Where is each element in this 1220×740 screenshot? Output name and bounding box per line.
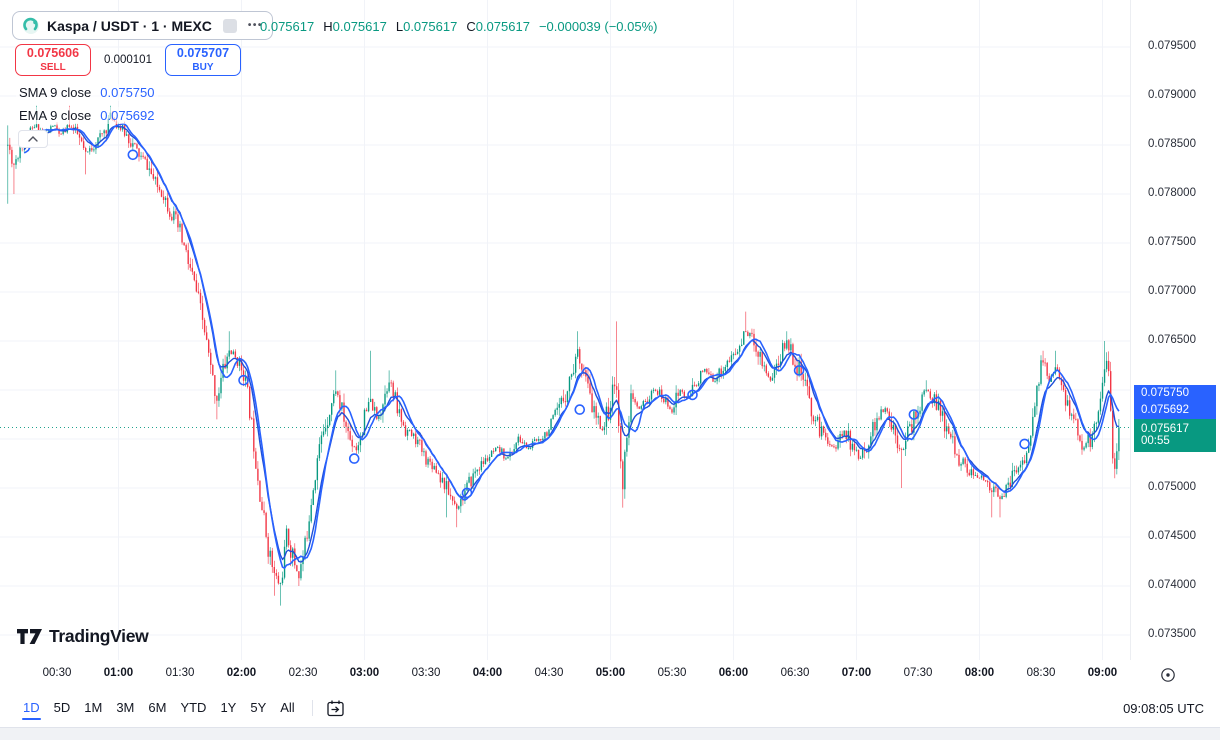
- time-axis-label: 08:00: [964, 667, 995, 679]
- sell-button[interactable]: 0.075606 SELL: [15, 44, 91, 76]
- sma-line: [23, 123, 1120, 570]
- chevron-up-icon: [28, 136, 38, 142]
- flag-icon[interactable]: [222, 18, 237, 33]
- ohlc-readout: 0.075617 H0.075617 L0.075617 C0.075617 −…: [260, 19, 658, 34]
- range-button-1m[interactable]: 1M: [84, 700, 103, 715]
- price-axis-label: 0.075000: [1148, 481, 1196, 493]
- time-axis-label: 04:00: [472, 667, 503, 679]
- time-axis-label: 02:00: [226, 667, 257, 679]
- spread-value: 0.000101: [104, 54, 152, 66]
- down-candle-bodies: [9, 112, 1116, 584]
- price-axis[interactable]: 0.079500 0.079000 0.078500 0.078000 0.077500…: [1130, 0, 1220, 660]
- ma-circle-marker: [461, 487, 473, 499]
- buy-button[interactable]: 0.075707 BUY: [164, 44, 241, 76]
- ma-circle-marker: [908, 409, 920, 420]
- range-button-all[interactable]: All: [280, 700, 295, 715]
- down-candle-wicks: [9, 105, 1116, 596]
- time-axis-label: 09:00: [1087, 667, 1118, 679]
- indicator-row-sma[interactable]: SMA 9 close 0.075750: [16, 84, 158, 101]
- price-axis-label: 0.074000: [1148, 579, 1196, 591]
- go-to-date-button[interactable]: [323, 696, 348, 721]
- symbol-button[interactable]: Kaspa / USDT · 1 · MEXC •••: [12, 11, 273, 40]
- ma-circle-marker: [127, 149, 139, 161]
- up-candle-bodies: [7, 112, 1120, 584]
- calendar-arrow-icon: [327, 700, 344, 716]
- range-button-6m[interactable]: 6M: [148, 700, 167, 715]
- utc-clock[interactable]: 09:08:05 UTC: [1123, 700, 1204, 716]
- time-axis-label: 06:30: [780, 667, 810, 679]
- price-axis-label: 0.076500: [1148, 334, 1196, 346]
- time-axis-label: 01:00: [103, 667, 134, 679]
- indicator-row-ema[interactable]: EMA 9 close 0.075692: [16, 107, 158, 124]
- window-bottom-strip: [0, 727, 1220, 740]
- trade-buttons-row: 0.075606 SELL 0.000101 0.075707 BUY: [15, 44, 241, 76]
- range-button-ytd[interactable]: YTD: [180, 700, 207, 715]
- price-axis-label: 0.078500: [1148, 138, 1196, 150]
- candlestick-chart[interactable]: [0, 0, 1130, 660]
- tradingview-logo[interactable]: TradingView: [16, 626, 149, 647]
- price-axis-label: 0.074500: [1148, 530, 1196, 542]
- ohlc-low: L0.075617: [395, 19, 458, 34]
- ma-circle-marker: [348, 453, 360, 464]
- time-axis-label: 01:30: [165, 667, 195, 679]
- time-axis-label: 07:30: [903, 667, 933, 679]
- time-axis-label: 08:30: [1026, 667, 1056, 679]
- crosshair-target-icon[interactable]: [1157, 664, 1179, 686]
- price-axis-label: 0.079500: [1148, 40, 1196, 52]
- kaspa-logo-icon: [23, 17, 39, 34]
- price-axis-label: 0.078000: [1148, 187, 1196, 199]
- tradingview-mark-icon: [17, 629, 42, 644]
- price-badge-sma: 0.075750: [1134, 384, 1216, 402]
- range-button-5y[interactable]: 5Y: [250, 700, 267, 715]
- ema-line: [23, 125, 1119, 563]
- ohlc-high: H0.075617: [323, 19, 387, 34]
- time-axis-label: 06:00: [718, 667, 749, 679]
- time-axis[interactable]: 00:30 01:00 01:30 02:00 02:30 03:00 03:30 04:00…: [0, 660, 1220, 690]
- price-axis-label: 0.079000: [1148, 89, 1196, 101]
- up-candle-wicks: [7, 105, 1120, 606]
- price-axis-label: 0.077000: [1148, 285, 1196, 297]
- ma-circle-marker: [687, 389, 698, 401]
- time-axis-label: 02:30: [288, 667, 318, 679]
- symbol-title: Kaspa / USDT · 1 · MEXC: [47, 17, 212, 34]
- ohlc-close: C0.075617: [466, 19, 530, 34]
- time-axis-label: 03:00: [349, 667, 380, 679]
- range-button-5d[interactable]: 5D: [53, 700, 71, 715]
- range-button-3m[interactable]: 3M: [116, 700, 135, 715]
- more-options-icon[interactable]: •••: [247, 20, 263, 31]
- bar-countdown: 00:55: [1141, 435, 1170, 448]
- toolbar-divider: [311, 700, 313, 716]
- range-button-1y[interactable]: 1Y: [220, 700, 237, 715]
- ma-circle-marker: [1019, 438, 1030, 450]
- time-axis-label: 04:30: [534, 667, 564, 679]
- time-axis-label: 07:00: [841, 667, 872, 679]
- price-axis-label: 0.077500: [1148, 236, 1196, 248]
- ma-circle-marker: [238, 374, 249, 386]
- range-button-1d[interactable]: 1D: [16, 696, 47, 719]
- price-axis-label: 0.073500: [1148, 628, 1196, 640]
- price-badge-last: 0.075617 00:55: [1134, 418, 1216, 452]
- ohlc-open: 0.075617: [260, 19, 315, 34]
- bottom-toolbar: 1D 5D 1M 3M 6M YTD 1Y 5Y All 09:08:05 UTC: [0, 690, 1220, 726]
- price-change: −0.000039 (−0.05%): [538, 19, 658, 34]
- time-axis-label: 05:00: [595, 667, 626, 679]
- time-axis-label: 03:30: [411, 667, 441, 679]
- time-axis-label: 00:30: [42, 667, 72, 679]
- price-badge-ema: 0.075692: [1134, 401, 1216, 419]
- ma-circle-marker: [574, 404, 586, 415]
- ma-circle-marker: [793, 365, 805, 376]
- time-axis-label: 05:30: [657, 667, 687, 679]
- tradingview-logo-text: TradingView: [49, 626, 149, 646]
- legend-collapse-button[interactable]: [18, 130, 48, 148]
